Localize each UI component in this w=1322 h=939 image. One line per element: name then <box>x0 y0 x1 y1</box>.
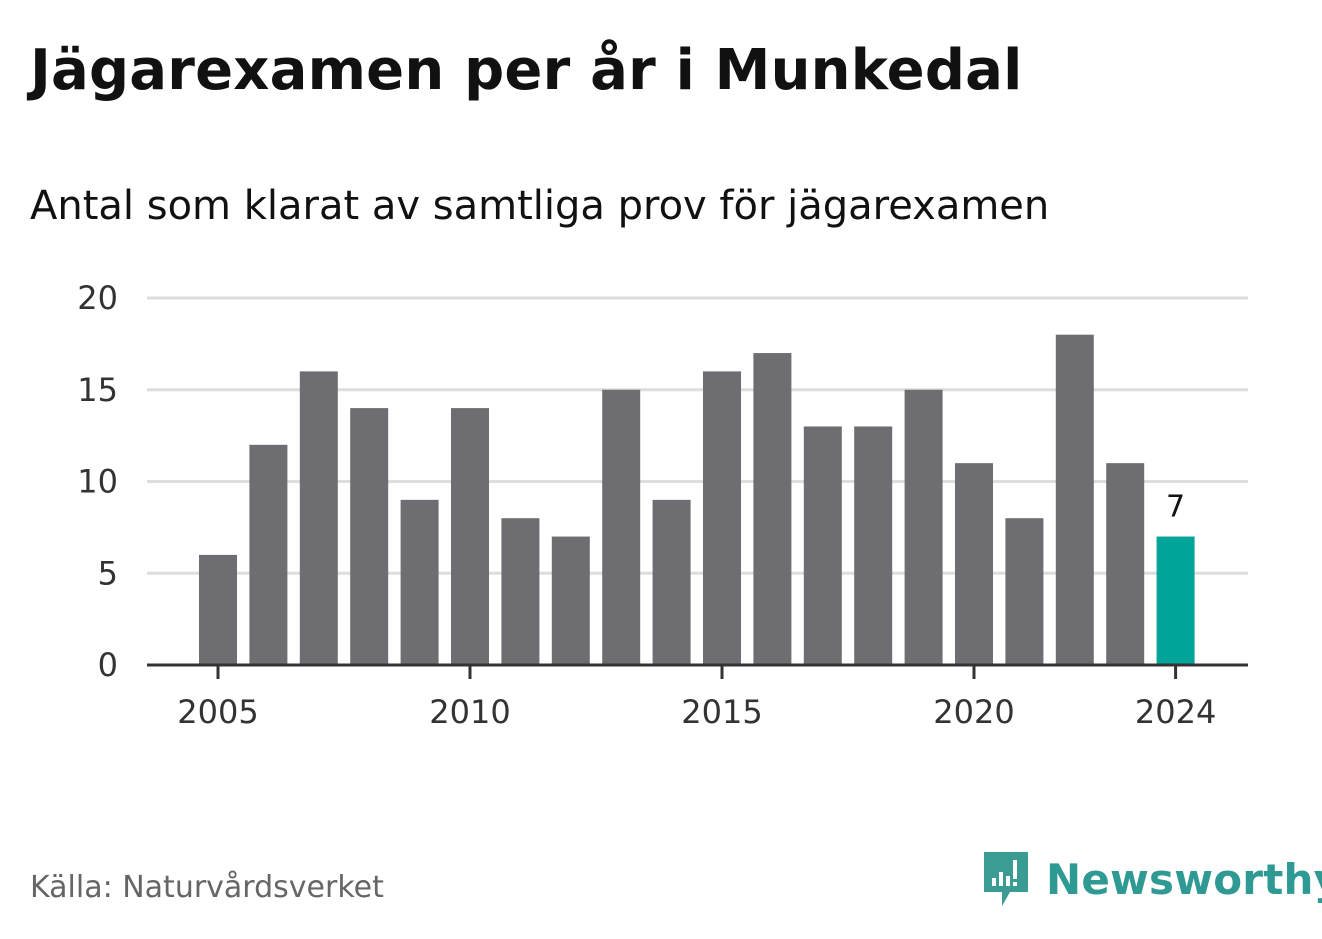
bar-2009 <box>400 499 439 665</box>
x-tick-label-2015: 2015 <box>681 693 762 731</box>
bar-2007 <box>299 371 338 665</box>
bar-2023 <box>1106 463 1145 665</box>
bar-2024 <box>1156 536 1195 665</box>
bar-2020 <box>955 463 993 665</box>
bar-2019 <box>904 389 943 665</box>
bar-2008 <box>350 408 389 665</box>
x-tick-label-2010: 2010 <box>429 693 510 731</box>
x-tick-label-2024: 2024 <box>1135 693 1216 731</box>
bar-2017 <box>803 426 842 665</box>
bar-2010 <box>451 408 489 665</box>
y-tick-label-10: 10 <box>77 463 118 501</box>
y-tick-label-0: 0 <box>98 646 118 684</box>
newsworthy-logo-icon <box>984 852 1028 906</box>
bar-2006 <box>249 444 288 665</box>
chart-title: Jägarexamen per år i Munkedal <box>30 38 1023 103</box>
source-note: Källa: Naturvårdsverket <box>30 870 384 905</box>
bar-2022 <box>1055 334 1094 665</box>
chart-subtitle: Antal som klarat av samtliga prov för jä… <box>30 183 1050 229</box>
brand-name: Newsworthy <box>1046 854 1322 904</box>
bar-2012 <box>551 536 590 665</box>
y-tick-label-20: 20 <box>77 279 118 317</box>
x-tick-label-2020: 2020 <box>933 693 1014 731</box>
brand-logo: Newsworthy <box>980 848 1322 910</box>
bar-2005 <box>199 554 237 665</box>
y-tick-label-5: 5 <box>98 554 118 592</box>
data-label-2024: 7 <box>1166 490 1185 525</box>
y-tick-label-15: 15 <box>77 371 118 409</box>
bar-2016 <box>753 353 792 665</box>
bars <box>199 334 1195 665</box>
bar-2011 <box>501 518 540 665</box>
labels: 0 5 10 15 20 7 2005 2010 2015 2020 2024 <box>77 279 1216 731</box>
x-tick-label-2005: 2005 <box>177 693 258 731</box>
axes <box>147 663 1248 679</box>
bar-2018 <box>854 426 893 665</box>
bar-2014 <box>652 499 691 665</box>
bar-2013 <box>602 389 641 665</box>
bar-2015 <box>703 371 741 665</box>
bar-chart: 0 5 10 15 20 7 2005 2010 2015 2020 2024 <box>77 279 1248 731</box>
bar-2021 <box>1005 518 1044 665</box>
